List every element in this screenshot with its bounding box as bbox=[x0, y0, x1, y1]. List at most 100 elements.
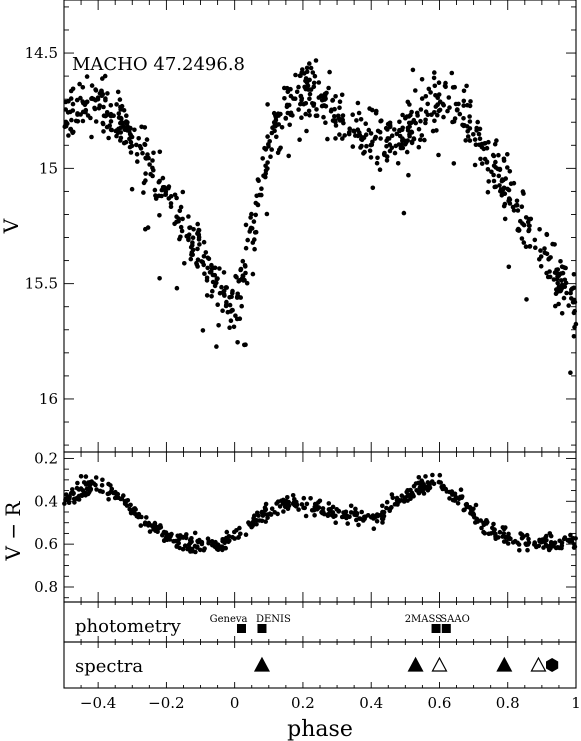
data-point bbox=[467, 114, 472, 119]
data-point bbox=[179, 228, 185, 234]
data-point bbox=[458, 494, 463, 500]
data-point bbox=[178, 224, 184, 230]
data-point bbox=[269, 147, 275, 152]
data-point bbox=[231, 324, 237, 330]
data-point bbox=[119, 103, 125, 109]
data-point bbox=[569, 296, 574, 301]
data-point bbox=[556, 273, 562, 279]
data-point bbox=[413, 120, 419, 126]
data-point bbox=[237, 316, 243, 322]
data-point bbox=[220, 308, 225, 314]
data-point bbox=[465, 134, 471, 139]
data-point bbox=[245, 237, 250, 243]
data-point bbox=[432, 83, 438, 89]
data-point bbox=[547, 269, 552, 274]
data-point bbox=[350, 144, 356, 149]
data-point bbox=[568, 290, 573, 296]
data-point bbox=[524, 532, 530, 538]
data-point bbox=[486, 179, 492, 184]
data-point bbox=[503, 525, 508, 530]
data-point bbox=[451, 161, 457, 166]
data-point bbox=[449, 70, 455, 76]
data-point bbox=[521, 191, 526, 196]
data-point bbox=[337, 99, 343, 104]
data-point bbox=[463, 138, 469, 143]
data-point bbox=[253, 212, 258, 218]
data-point bbox=[330, 97, 336, 103]
data-point bbox=[542, 246, 547, 251]
data-point bbox=[88, 487, 93, 493]
data-point bbox=[72, 500, 77, 505]
data-point bbox=[107, 123, 112, 128]
data-point bbox=[250, 271, 256, 277]
data-point bbox=[491, 178, 497, 184]
spectrum-marker bbox=[530, 656, 547, 672]
data-point bbox=[254, 510, 260, 516]
data-point bbox=[461, 88, 467, 94]
data-point bbox=[541, 545, 546, 550]
data-point bbox=[447, 105, 452, 110]
data-point bbox=[365, 513, 371, 518]
data-point bbox=[230, 290, 235, 296]
data-point bbox=[266, 144, 271, 149]
data-point bbox=[497, 529, 503, 535]
data-point bbox=[440, 486, 446, 492]
data-point bbox=[80, 118, 86, 124]
data-point bbox=[214, 344, 219, 349]
data-point bbox=[151, 150, 156, 156]
data-point bbox=[336, 115, 342, 121]
data-point bbox=[392, 127, 397, 132]
data-point bbox=[561, 295, 567, 301]
data-point bbox=[333, 94, 338, 99]
data-point bbox=[523, 244, 529, 249]
data-point bbox=[243, 532, 249, 537]
data-point bbox=[164, 186, 169, 191]
data-point bbox=[139, 514, 144, 520]
data-point bbox=[416, 126, 422, 132]
data-point bbox=[492, 141, 498, 147]
data-point bbox=[109, 127, 114, 133]
data-point bbox=[351, 128, 357, 134]
data-point bbox=[127, 131, 133, 137]
data-point bbox=[554, 267, 559, 273]
data-point bbox=[379, 118, 384, 123]
data-point bbox=[68, 96, 74, 101]
data-point bbox=[392, 150, 398, 156]
data-point bbox=[62, 501, 67, 506]
data-point bbox=[306, 108, 312, 114]
data-point bbox=[117, 97, 123, 102]
data-point bbox=[506, 187, 512, 193]
data-point bbox=[461, 98, 467, 104]
data-point bbox=[377, 129, 383, 135]
data-point bbox=[358, 117, 364, 122]
data-point bbox=[206, 539, 212, 544]
data-point bbox=[432, 118, 437, 124]
data-point bbox=[374, 512, 380, 517]
data-point bbox=[326, 85, 331, 91]
data-point bbox=[240, 258, 246, 264]
data-point bbox=[254, 518, 259, 523]
chart-title: MACHO 47.2496.8 bbox=[72, 54, 245, 75]
data-point bbox=[409, 129, 414, 135]
data-point bbox=[156, 193, 162, 199]
data-point bbox=[371, 526, 377, 531]
data-point bbox=[436, 479, 442, 485]
data-point bbox=[433, 93, 438, 98]
data-point bbox=[93, 119, 99, 124]
data-point bbox=[447, 489, 453, 495]
data-point bbox=[533, 245, 538, 250]
data-point bbox=[223, 285, 229, 290]
data-point bbox=[196, 234, 202, 240]
data-point bbox=[572, 544, 578, 549]
data-point bbox=[506, 196, 512, 201]
data-point bbox=[405, 493, 411, 499]
data-point bbox=[182, 261, 187, 266]
data-point bbox=[207, 270, 213, 275]
data-point bbox=[395, 161, 401, 166]
data-point bbox=[479, 144, 485, 150]
data-point bbox=[221, 539, 226, 544]
data-point bbox=[174, 544, 179, 549]
data-point bbox=[296, 84, 301, 90]
data-point bbox=[224, 529, 230, 535]
data-point bbox=[312, 73, 318, 79]
